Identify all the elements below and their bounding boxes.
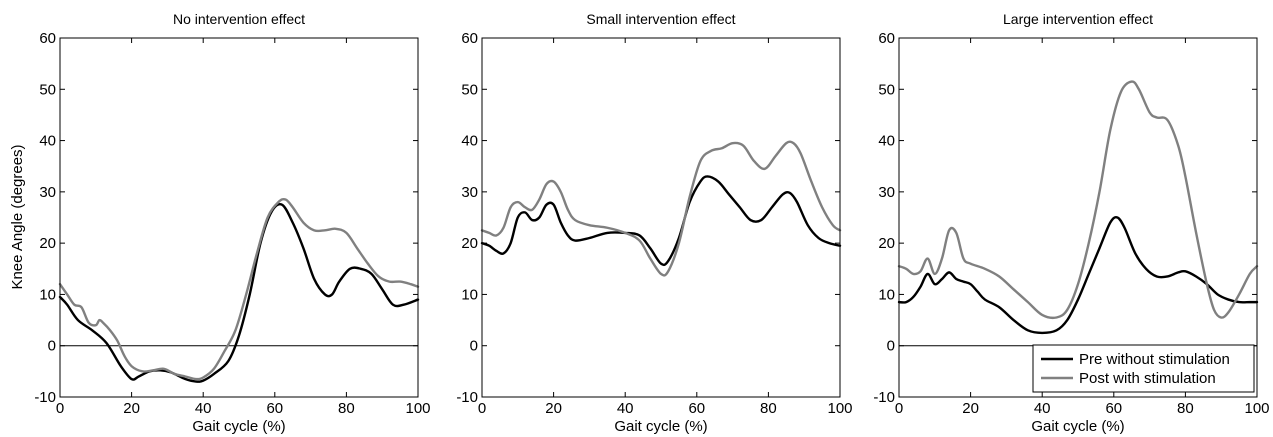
x-tick-label: 80 — [1177, 400, 1194, 417]
x-axis-label: Gait cycle (%) — [614, 418, 707, 435]
x-tick-label: 40 — [1034, 400, 1051, 417]
y-tick-label: 60 — [461, 30, 478, 47]
series-line-pre — [58, 203, 420, 383]
y-tick-label: 20 — [39, 235, 56, 252]
legend: Pre without stimulation Post with stimula… — [1032, 344, 1255, 393]
y-tick-label: -10 — [873, 389, 895, 406]
x-tick-label: 0 — [895, 400, 903, 417]
plot-frame — [898, 37, 1258, 398]
x-tick-label: 0 — [478, 400, 486, 417]
x-axis-label: Gait cycle (%) — [192, 418, 285, 435]
y-tick-label: 30 — [461, 184, 478, 201]
y-tick-label: 60 — [878, 30, 895, 47]
series-line-post — [897, 80, 1259, 320]
legend-box — [1032, 344, 1255, 393]
x-tick-label: 40 — [617, 400, 634, 417]
x-tick-label: 80 — [760, 400, 777, 417]
x-tick-label: 20 — [123, 400, 140, 417]
x-tick-label: 20 — [545, 400, 562, 417]
series-line-pre — [897, 216, 1259, 335]
y-tick-label: 50 — [878, 81, 895, 98]
chart-title: Large intervention effect — [1003, 11, 1153, 27]
chart-title: Small intervention effect — [586, 11, 735, 27]
legend-label: Post with stimulation — [1079, 370, 1216, 387]
series-line-pre — [480, 175, 842, 267]
y-tick-label: 50 — [461, 81, 478, 98]
y-tick-label: 10 — [461, 286, 478, 303]
chart-title: No intervention effect — [173, 11, 305, 27]
y-tick-label: -10 — [34, 389, 56, 406]
y-axis-label: Knee Angle (degrees) — [9, 144, 26, 289]
y-tick-label: 0 — [887, 338, 895, 355]
y-tick-label: 40 — [878, 133, 895, 150]
y-tick-label: 0 — [470, 338, 478, 355]
series-line-post — [480, 140, 842, 277]
y-tick-label: 10 — [878, 286, 895, 303]
x-tick-label: 60 — [688, 400, 705, 417]
y-tick-label: 40 — [461, 133, 478, 150]
legend-label: Pre without stimulation — [1079, 351, 1230, 368]
plot-frame — [59, 37, 419, 398]
x-tick-label: 100 — [827, 400, 852, 417]
plot-frame — [481, 37, 841, 398]
y-tick-label: 10 — [39, 286, 56, 303]
x-tick-label: 80 — [338, 400, 355, 417]
x-tick-label: 60 — [1105, 400, 1122, 417]
y-tick-label: 20 — [878, 235, 895, 252]
y-tick-label: -10 — [456, 389, 478, 406]
y-tick-label: 30 — [39, 184, 56, 201]
y-tick-label: 0 — [48, 338, 56, 355]
x-axis-label: Gait cycle (%) — [1031, 418, 1124, 435]
y-tick-label: 60 — [39, 30, 56, 47]
y-tick-label: 40 — [39, 133, 56, 150]
x-tick-label: 100 — [405, 400, 430, 417]
y-tick-label: 30 — [878, 184, 895, 201]
x-tick-label: 0 — [56, 400, 64, 417]
x-tick-label: 100 — [1244, 400, 1269, 417]
series-line-post — [58, 197, 420, 381]
y-tick-label: 50 — [39, 81, 56, 98]
x-tick-label: 20 — [962, 400, 979, 417]
x-tick-label: 60 — [266, 400, 283, 417]
x-tick-label: 40 — [195, 400, 212, 417]
y-tick-label: 20 — [461, 235, 478, 252]
